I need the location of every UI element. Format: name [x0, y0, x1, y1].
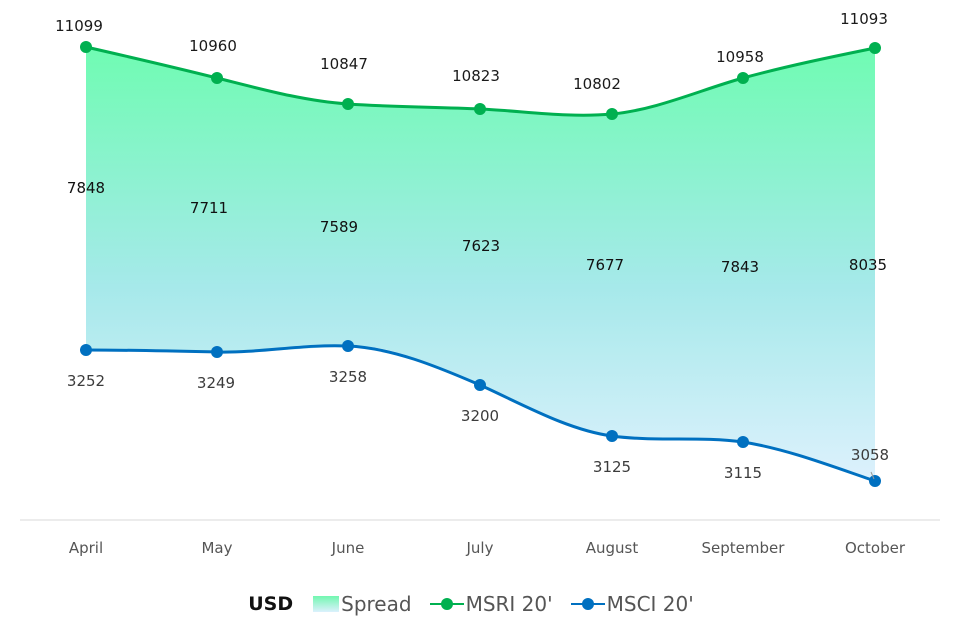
- legend-label: Spread: [341, 592, 412, 616]
- msri-point[interactable]: [474, 103, 486, 115]
- spread-label: 8035: [849, 256, 887, 274]
- msri-point[interactable]: [737, 72, 749, 84]
- msri-markers: [80, 41, 881, 120]
- legend-item-msri[interactable]: MSRI 20': [429, 592, 553, 616]
- spread-label: 7848: [67, 179, 105, 197]
- legend-label: MSCI 20': [606, 592, 694, 616]
- spread-label: 7677: [586, 256, 624, 274]
- msri-point[interactable]: [342, 98, 354, 110]
- msci-point[interactable]: [342, 340, 354, 352]
- msci-point[interactable]: [211, 346, 223, 358]
- msci-label: 3125: [593, 458, 631, 476]
- x-axis-label: September: [702, 539, 786, 557]
- msri-point[interactable]: [80, 41, 92, 53]
- x-axis-label: July: [466, 539, 494, 557]
- legend-item-msci[interactable]: MSCI 20': [570, 592, 694, 616]
- msri-point[interactable]: [211, 72, 223, 84]
- msri-point[interactable]: [869, 42, 881, 54]
- msri-labels: 11099 10960 10847 10823 10802 10958 1109…: [55, 10, 888, 93]
- msci-label: 3252: [67, 372, 105, 390]
- msci-line-marker-icon: [570, 596, 605, 612]
- msci-label: 3258: [329, 368, 367, 386]
- msci-label: 3249: [197, 374, 235, 392]
- msri-label: 11099: [55, 17, 103, 35]
- legend: USD Spread MSRI 20' MSCI 20': [0, 592, 960, 616]
- msci-point[interactable]: [869, 475, 881, 487]
- msci-label: 3200: [461, 407, 499, 425]
- msci-label: 3115: [724, 464, 762, 482]
- spread-label: 7843: [721, 258, 759, 276]
- msri-label: 10960: [189, 37, 237, 55]
- x-axis-label: April: [69, 539, 103, 557]
- msci-label: 3058: [851, 446, 889, 464]
- spread-area: [86, 47, 875, 481]
- spread-label: 7711: [190, 199, 228, 217]
- msci-point[interactable]: [80, 344, 92, 356]
- msri-label: 11093: [840, 10, 888, 28]
- x-axis-labels: April May June July August September Oct…: [69, 539, 906, 557]
- legend-label: MSRI 20': [465, 592, 553, 616]
- msri-label: 10847: [320, 55, 368, 73]
- x-axis-label: October: [845, 539, 906, 557]
- x-axis-label: August: [586, 539, 639, 557]
- x-axis-label: June: [331, 539, 365, 557]
- msci-labels: 3252 3249 3258 3200 3125 3115 3058: [67, 368, 889, 482]
- spread-label: 7589: [320, 218, 358, 236]
- msri-label: 10958: [716, 48, 764, 66]
- msci-point[interactable]: [737, 436, 749, 448]
- spread-label: 7623: [462, 237, 500, 255]
- spread-swatch-icon: [313, 596, 340, 612]
- msci-point[interactable]: [606, 430, 618, 442]
- legend-item-spread[interactable]: Spread: [313, 592, 412, 616]
- x-axis-label: May: [201, 539, 232, 557]
- msci-point[interactable]: [474, 379, 486, 391]
- msri-point[interactable]: [606, 108, 618, 120]
- leader-line: [870, 471, 875, 480]
- spread-labels: 7848 7711 7589 7623 7677 7843 8035: [67, 179, 887, 276]
- msri-label: 10823: [452, 67, 500, 85]
- msci-markers: [80, 340, 881, 487]
- msri-label: 10802: [573, 75, 621, 93]
- msri-line-marker-icon: [429, 596, 464, 612]
- legend-title: USD: [248, 593, 294, 615]
